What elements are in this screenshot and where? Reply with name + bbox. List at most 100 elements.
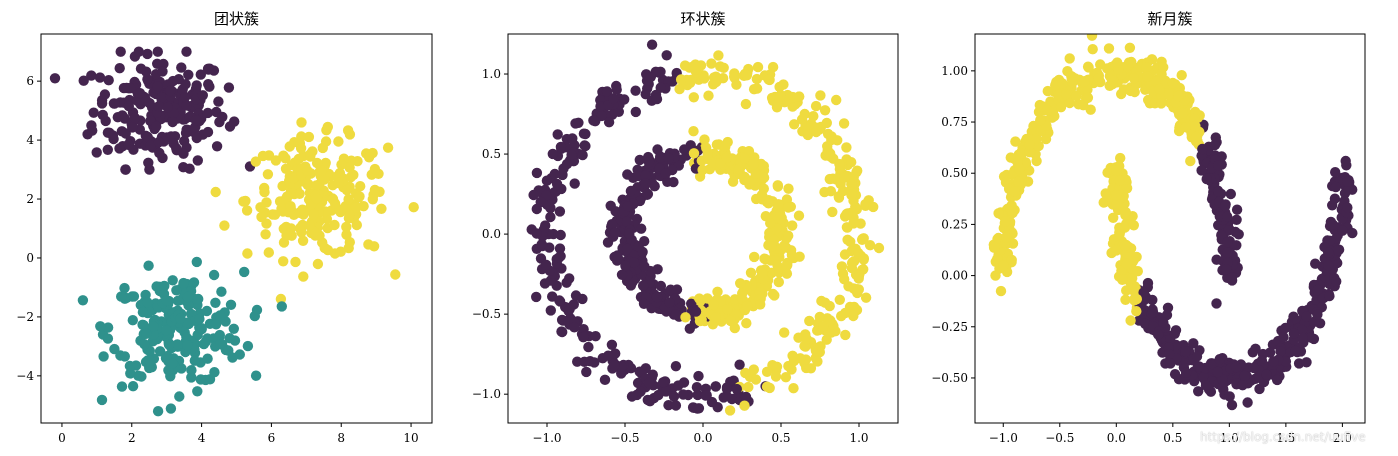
scatter-point xyxy=(755,158,767,170)
scatter-point xyxy=(139,339,150,350)
scatter-point xyxy=(242,248,253,259)
x-tick-label: −0.5 xyxy=(1045,431,1074,445)
scatter-point xyxy=(757,267,768,279)
scatter-point xyxy=(224,121,236,132)
scatter-point xyxy=(805,363,817,374)
scatter-point xyxy=(1180,122,1192,133)
scatter-point xyxy=(119,282,130,294)
scatter-point xyxy=(836,261,848,272)
scatter-point xyxy=(833,192,845,203)
scatter-point xyxy=(1297,332,1308,344)
scatter-point xyxy=(176,62,187,73)
x-tick-label: 0 xyxy=(58,431,66,445)
scatter-point xyxy=(670,309,681,320)
y-tick-label: −1.0 xyxy=(472,387,501,401)
scatter-point xyxy=(1067,77,1078,88)
scatter-point xyxy=(1214,211,1226,222)
scatter-point xyxy=(1230,226,1241,238)
scatter-point xyxy=(344,237,355,248)
scatter-point xyxy=(708,299,719,310)
scatter-point xyxy=(116,291,127,302)
y-tick-label: 1.0 xyxy=(482,67,501,81)
scatter-point xyxy=(815,90,826,101)
x-tick-label: 1.0 xyxy=(1220,431,1239,445)
scatter-point xyxy=(141,328,152,339)
scatter-point xyxy=(1108,212,1119,223)
scatter-point xyxy=(788,383,799,394)
scatter-point xyxy=(1167,77,1179,89)
scatter-point xyxy=(215,339,226,350)
scatter-point xyxy=(651,292,663,303)
x-tick-label: 0.0 xyxy=(1107,431,1126,445)
scatter-point xyxy=(848,301,860,313)
scatter-point xyxy=(304,220,315,231)
scatter-point xyxy=(609,227,621,239)
scatter-point xyxy=(296,117,307,128)
scatter-point xyxy=(634,154,645,166)
scatter-point xyxy=(299,206,310,217)
scatter-point xyxy=(151,121,162,132)
scatter-point xyxy=(327,194,339,205)
scatter-point xyxy=(201,305,213,317)
scatter-point xyxy=(609,360,620,371)
scatter-point xyxy=(1180,367,1192,378)
scatter-point xyxy=(743,381,754,393)
scatter-point xyxy=(670,361,682,372)
scatter-point xyxy=(679,144,690,155)
scatter-point xyxy=(163,339,175,350)
scatter-point xyxy=(1117,274,1128,285)
scatter-point xyxy=(660,168,671,179)
scatter-point xyxy=(1312,309,1323,320)
scatter-point xyxy=(745,267,757,278)
scatter-point xyxy=(699,134,710,145)
scatter-point xyxy=(1323,247,1334,258)
scatter-point xyxy=(143,260,154,271)
scatter-point xyxy=(345,172,356,183)
scatter-point xyxy=(702,293,713,304)
scatter-point xyxy=(208,269,220,281)
scatter-point xyxy=(95,321,106,332)
scatter-point xyxy=(1125,315,1136,326)
scatter-point xyxy=(1342,176,1353,187)
scatter-point xyxy=(1114,229,1125,240)
scatter-point xyxy=(1139,318,1151,329)
scatter-point xyxy=(135,63,147,74)
scatter-point xyxy=(1288,328,1300,339)
scatter-point xyxy=(189,355,200,366)
scatter-point xyxy=(852,165,863,176)
y-tick-label: 0.0 xyxy=(482,227,501,241)
scatter-point xyxy=(119,351,130,362)
scatter-point xyxy=(688,92,699,103)
scatter-point xyxy=(172,295,184,306)
scatter-point xyxy=(1024,147,1035,158)
scatter-point xyxy=(781,194,793,205)
scatter-point xyxy=(671,284,683,295)
scatter-point xyxy=(752,61,764,73)
scatter-point xyxy=(846,178,857,190)
scatter-point xyxy=(992,253,1003,264)
scatter-point xyxy=(853,270,865,281)
scatter-point xyxy=(242,340,254,352)
scatter-point xyxy=(655,82,666,93)
scatter-point xyxy=(621,243,633,255)
scatter-point xyxy=(737,288,748,299)
scatter-point xyxy=(134,88,146,99)
scatter-point xyxy=(1115,152,1126,164)
scatter-point xyxy=(123,100,134,112)
axis-ticks: 0 2 4 6 8 10 −4 −2 0 2 4 6 xyxy=(16,74,418,445)
scatter-point xyxy=(342,125,354,136)
scatter-point xyxy=(262,169,274,180)
scatter-point xyxy=(341,221,352,233)
scatter-point xyxy=(740,391,752,403)
scatter-point xyxy=(711,76,722,87)
scatter-point xyxy=(192,155,203,166)
scatter-point xyxy=(214,329,225,341)
chart-title: 新月簇 xyxy=(1147,10,1192,28)
y-tick-label: 6 xyxy=(26,74,34,88)
scatter-point xyxy=(183,300,194,311)
scatter-point xyxy=(1079,76,1090,87)
scatter-point xyxy=(1147,307,1159,318)
scatter-point xyxy=(628,257,640,268)
scatter-point xyxy=(995,285,1007,297)
x-tick-label: −1.0 xyxy=(532,431,561,445)
